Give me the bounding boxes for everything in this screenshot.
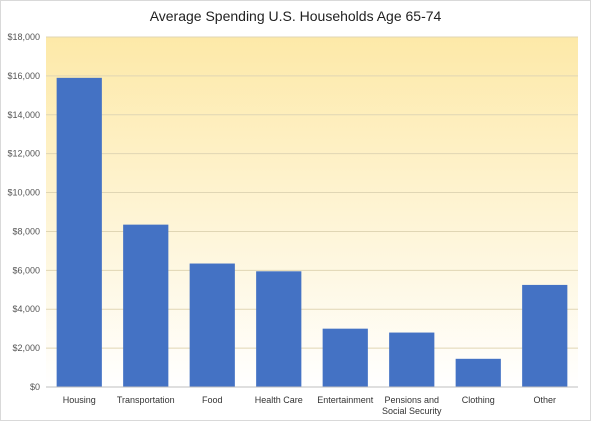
- x-category-label: Other: [533, 395, 556, 405]
- x-category-label: Health Care: [255, 395, 303, 405]
- bars: [56, 77, 568, 387]
- x-category-label: Entertainment: [317, 395, 374, 405]
- x-category-label: Pensions and Social Security: [382, 395, 442, 416]
- x-category-label: Clothing: [462, 395, 495, 405]
- bar: [56, 77, 102, 387]
- x-axis-categories: Housing Transportation Food Health Care Ente…: [63, 395, 556, 416]
- y-tick-label: $18,000: [7, 32, 40, 42]
- bar: [322, 328, 368, 387]
- x-category-label: Housing: [63, 395, 96, 405]
- bar: [455, 358, 501, 387]
- bar: [522, 284, 568, 387]
- y-tick-label: $14,000: [7, 110, 40, 120]
- bar: [189, 263, 235, 387]
- bar: [256, 271, 302, 387]
- y-tick-label: $16,000: [7, 71, 40, 81]
- x-category-label: Transportation: [117, 395, 175, 405]
- x-category-label: Food: [202, 395, 223, 405]
- y-tick-label: $8,000: [12, 226, 40, 236]
- y-tick-label: $6,000: [12, 265, 40, 275]
- y-tick-label: $2,000: [12, 343, 40, 353]
- y-tick-label: $4,000: [12, 304, 40, 314]
- chart-title: Average Spending U.S. Households Age 65-…: [149, 8, 442, 24]
- y-tick-label: $12,000: [7, 149, 40, 159]
- bar: [123, 224, 169, 387]
- y-tick-label: $10,000: [7, 188, 40, 198]
- y-tick-label: $0: [30, 382, 40, 392]
- y-axis-ticks: $0 $2,000 $4,000 $6,000 $8,000 $10,000 $12,000…: [7, 32, 40, 392]
- bar: [389, 332, 435, 387]
